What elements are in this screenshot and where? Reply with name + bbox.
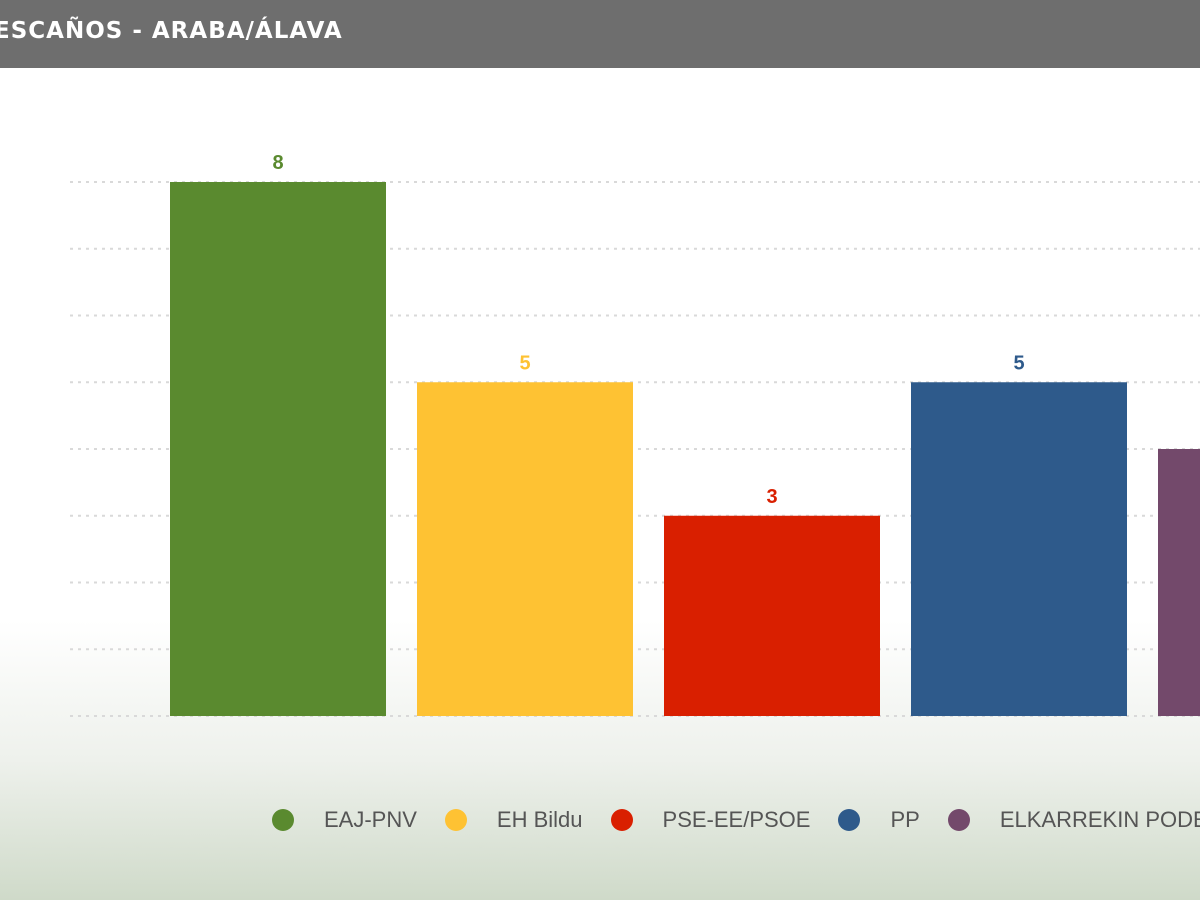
chart-header: ESCAÑOS - ARABA/ÁLAVA <box>0 0 1200 68</box>
legend-item-eaj-pnv[interactable]: EAJ-PNV <box>272 807 417 833</box>
legend-dot <box>610 809 633 831</box>
legend-dot <box>272 809 294 831</box>
legend-dot <box>947 809 970 831</box>
legend-label: ELKARREKIN PODEMOS <box>999 807 1200 832</box>
chart-title: ESCAÑOS - ARABA/ÁLAVA <box>0 18 343 44</box>
bar-elkarrekin-podemos[interactable] <box>1158 449 1200 716</box>
bar-eh-bildu[interactable] <box>417 382 633 716</box>
legend-item-eh-bildu[interactable]: EH Bildu <box>444 807 583 833</box>
bar-eaj-pnv[interactable] <box>170 182 386 716</box>
legend-label: EAJ-PNV <box>324 807 417 832</box>
legend-dot <box>838 809 861 831</box>
legend-dot <box>444 809 467 831</box>
bar-value-label: 3 <box>766 486 777 508</box>
legend-item-pp[interactable]: PP <box>838 807 920 833</box>
legend-label: PSE-EE/PSOE <box>662 807 811 832</box>
bar-pse-ee-psoe[interactable] <box>664 515 880 716</box>
legend-label: EH Bildu <box>496 807 583 832</box>
bar-pp[interactable] <box>911 382 1127 716</box>
legend-item-pse-ee-psoe[interactable]: PSE-EE/PSOE <box>610 807 811 833</box>
bar-value-label: 5 <box>1013 352 1024 374</box>
bar-value-label: 8 <box>272 152 283 174</box>
bar-chart: 8 5 3 5 <box>70 152 1200 717</box>
legend-item-elkarrekin-podemos[interactable]: ELKARREKIN PODEMOS <box>947 807 1200 833</box>
chart-legend: EAJ-PNV EH Bildu PSE-EE/PSOE PP ELKARREK… <box>272 803 1200 837</box>
bar-value-label: 5 <box>519 352 530 374</box>
legend-label: PP <box>890 807 920 832</box>
